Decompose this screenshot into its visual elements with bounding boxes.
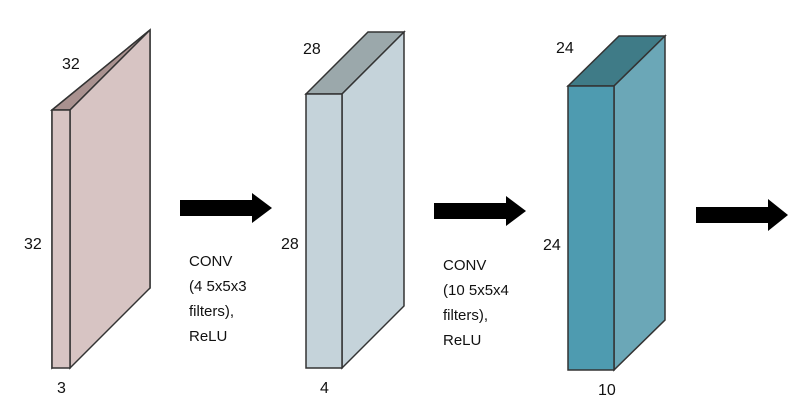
volume-conv2-height-label: 24: [543, 237, 561, 254]
volume-conv1-height-label: 28: [281, 236, 299, 253]
volume-conv1-depth-label: 4: [320, 380, 329, 397]
arrow-1: [180, 193, 272, 223]
operation-1-line-3: filters),: [189, 303, 234, 320]
volume-input-width-label: 32: [62, 56, 80, 73]
arrow-3: [696, 199, 788, 231]
volume-conv2-width-label: 24: [556, 40, 574, 57]
volume-input: 32 32 3: [24, 28, 151, 397]
operation-2-line-3: filters),: [443, 307, 488, 324]
volume-conv1: 28 28 4: [281, 30, 406, 397]
operation-1-line-1: CONV: [189, 253, 232, 270]
operation-2-line-4: ReLU: [443, 332, 481, 349]
arrow-2: [434, 196, 526, 226]
operation-1-label: CONV (4 5x5x3 filters), ReLU: [189, 253, 247, 345]
volume-conv2-right-face: [613, 34, 666, 372]
volume-input-depth-label: 3: [57, 380, 66, 397]
volume-conv2-depth-label: 10: [598, 382, 616, 399]
operation-1-line-4: ReLU: [189, 328, 227, 345]
volume-input-front-face: [51, 109, 71, 369]
volume-input-height-label: 32: [24, 236, 42, 253]
volume-conv1-front-face: [305, 93, 343, 369]
operation-2-line-1: CONV: [443, 257, 486, 274]
volume-conv2-front-face: [567, 85, 615, 371]
volume-conv2: 24 24 10: [543, 34, 667, 399]
operation-2-line-2: (10 5x5x4: [443, 282, 509, 299]
operation-2-label: CONV (10 5x5x4 filters), ReLU: [443, 257, 509, 349]
volume-input-right-face: [69, 28, 151, 370]
operation-1-line-2: (4 5x5x3: [189, 278, 247, 295]
volume-conv1-width-label: 28: [303, 41, 321, 58]
